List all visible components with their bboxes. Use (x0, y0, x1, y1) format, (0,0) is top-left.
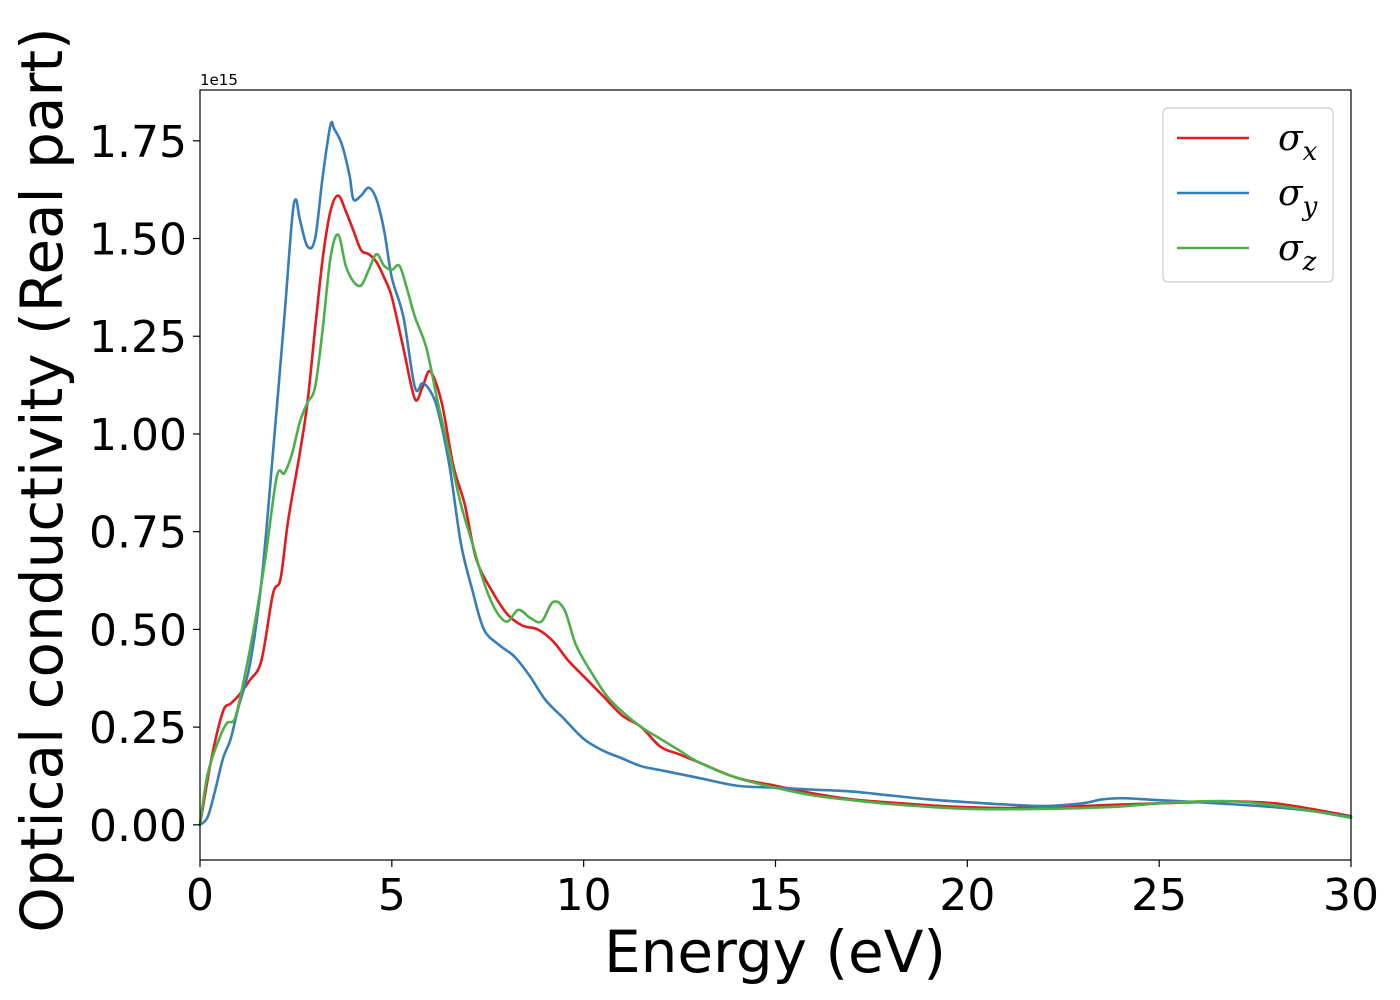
y-tick-label: 0.25 (89, 703, 187, 754)
y-tick-label: 1.75 (89, 117, 187, 168)
x-tick-label: 20 (939, 870, 995, 921)
series-line-y (198, 120, 1353, 827)
y-tick-label: 0.75 (89, 508, 187, 559)
x-tick-label: 5 (378, 870, 406, 921)
x-axis-label: Energy (eV) (604, 918, 946, 986)
x-tick-label: 15 (748, 870, 804, 921)
x-tick-label: 10 (556, 870, 612, 921)
series-line-x (198, 194, 1353, 827)
y-tick-label: 0.50 (89, 605, 187, 656)
series-layer (198, 120, 1353, 827)
y-offset-label: 1e15 (200, 71, 238, 89)
series-line-z (198, 233, 1353, 827)
y-tick-label: 1.00 (89, 410, 187, 461)
x-tick-label: 30 (1323, 870, 1379, 921)
y-tick-label: 0.00 (89, 801, 187, 852)
y-axis-label: Optical conductivity (Real part) (8, 27, 76, 932)
x-tick-label: 0 (186, 870, 214, 921)
x-tick-label: 25 (1131, 870, 1187, 921)
legend-frame (1162, 107, 1334, 283)
y-tick-label: 1.50 (89, 215, 187, 266)
y-tick-label: 1.25 (89, 312, 187, 363)
x-axis: 0 5 10 15 20 25 30 (186, 860, 1379, 921)
y-axis: 0.00 0.25 0.50 0.75 1.00 1.25 1.50 1.75 (89, 117, 200, 852)
